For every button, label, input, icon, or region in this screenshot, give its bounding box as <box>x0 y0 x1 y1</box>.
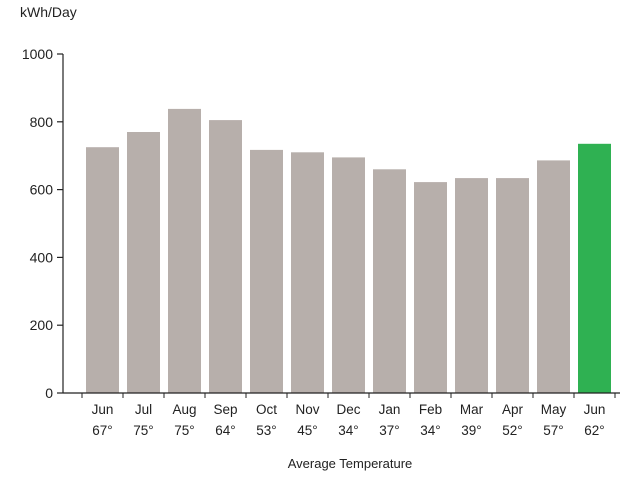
x-tick-label-month-1: Jul <box>135 402 152 417</box>
x-tick-label-temp-11: 57° <box>543 423 563 438</box>
x-tick-label-month-8: Feb <box>419 402 442 417</box>
bar-mar-9 <box>455 178 488 393</box>
x-tick-label-month-11: May <box>541 402 567 417</box>
x-tick-label-temp-10: 52° <box>502 423 522 438</box>
x-tick-label-month-6: Dec <box>336 402 360 417</box>
x-tick-label-month-5: Nov <box>295 402 319 417</box>
bar-jan-7 <box>373 169 406 393</box>
x-tick-label-month-10: Apr <box>502 402 524 417</box>
x-tick-label-temp-8: 34° <box>420 423 440 438</box>
x-tick-label-temp-6: 34° <box>338 423 358 438</box>
y-tick-label-600: 600 <box>30 182 54 198</box>
x-tick-label-month-7: Jan <box>379 402 401 417</box>
x-axis-label: Average Temperature <box>287 456 413 471</box>
bar-jun-0 <box>86 147 119 393</box>
bar-feb-8 <box>414 182 447 393</box>
bar-jul-1 <box>127 132 160 393</box>
x-tick-label-month-0: Jun <box>92 402 114 417</box>
x-tick-labels-group: Jun 67° Jul 75° Aug 75° Sep 64° Oct 53° Nov 45° Dec 3… <box>92 402 606 438</box>
x-tick-label-temp-1: 75° <box>133 423 153 438</box>
bar-jun-12 <box>578 143 611 393</box>
y-tick-label-400: 400 <box>30 249 54 265</box>
bar-sep-3 <box>209 120 242 393</box>
x-tick-label-temp-4: 53° <box>256 423 276 438</box>
bar-nov-5 <box>291 152 324 393</box>
x-tick-label-month-4: Oct <box>256 402 277 417</box>
y-tick-label-0: 0 <box>45 385 53 401</box>
x-tick-label-temp-3: 64° <box>215 423 235 438</box>
x-tick-label-temp-0: 67° <box>92 423 112 438</box>
bar-aug-2 <box>168 108 201 394</box>
axes-group: 0 200 400 600 800 1000 <box>22 46 620 401</box>
bar-may-11 <box>537 160 570 393</box>
x-tick-label-temp-7: 37° <box>379 423 399 438</box>
bar-oct-4 <box>250 149 283 393</box>
y-tick-label-200: 200 <box>30 317 54 333</box>
x-tick-label-temp-2: 75° <box>174 423 194 438</box>
y-tick-label-1000: 1000 <box>22 46 53 62</box>
x-tick-label-month-3: Sep <box>213 402 237 417</box>
y-tick-label-800: 800 <box>30 114 54 130</box>
x-tick-label-month-2: Aug <box>172 402 196 417</box>
x-tick-label-temp-12: 62° <box>584 423 604 438</box>
bar-apr-10 <box>496 178 529 393</box>
x-tick-label-temp-9: 39° <box>461 423 481 438</box>
bars-group <box>86 108 611 394</box>
x-tick-label-month-9: Mar <box>460 402 484 417</box>
x-tick-label-month-12: Jun <box>584 402 606 417</box>
bar-dec-6 <box>332 157 365 393</box>
x-tick-label-temp-5: 45° <box>297 423 317 438</box>
y-axis-label: kWh/Day <box>20 4 77 20</box>
